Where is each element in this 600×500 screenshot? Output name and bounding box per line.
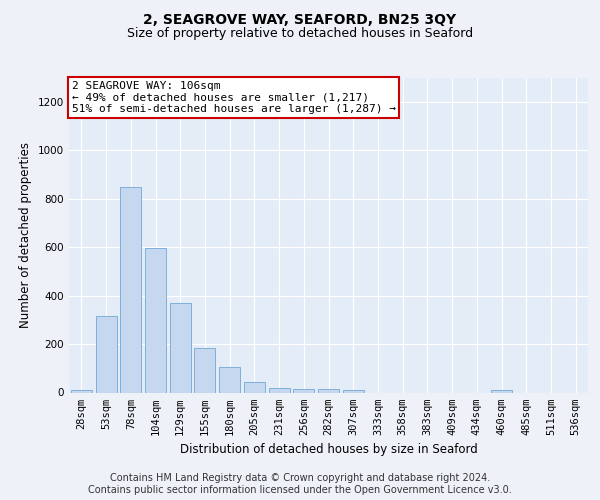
Y-axis label: Number of detached properties: Number of detached properties (19, 142, 32, 328)
Text: Size of property relative to detached houses in Seaford: Size of property relative to detached ho… (127, 28, 473, 40)
Bar (95, 316, 116, 392)
Bar (120, 187, 141, 392)
Bar (318, 389, 339, 392)
Text: Contains HM Land Registry data © Crown copyright and database right 2024.
Contai: Contains HM Land Registry data © Crown c… (88, 474, 512, 495)
Bar (170, 303, 191, 392)
Text: 2, SEAGROVE WAY, SEAFORD, BN25 3QY: 2, SEAGROVE WAY, SEAFORD, BN25 3QY (143, 12, 457, 26)
Bar (219, 367, 240, 392)
Bar (145, 248, 166, 392)
Bar (269, 388, 290, 392)
X-axis label: Distribution of detached houses by size in Seaford: Distribution of detached houses by size … (179, 443, 478, 456)
Bar (491, 390, 512, 392)
Bar (343, 390, 364, 392)
Bar (194, 348, 215, 393)
Text: 2 SEAGROVE WAY: 106sqm
← 49% of detached houses are smaller (1,217)
51% of semi-: 2 SEAGROVE WAY: 106sqm ← 49% of detached… (71, 80, 395, 114)
Bar (71, 390, 92, 392)
Bar (244, 382, 265, 392)
Bar (293, 389, 314, 392)
